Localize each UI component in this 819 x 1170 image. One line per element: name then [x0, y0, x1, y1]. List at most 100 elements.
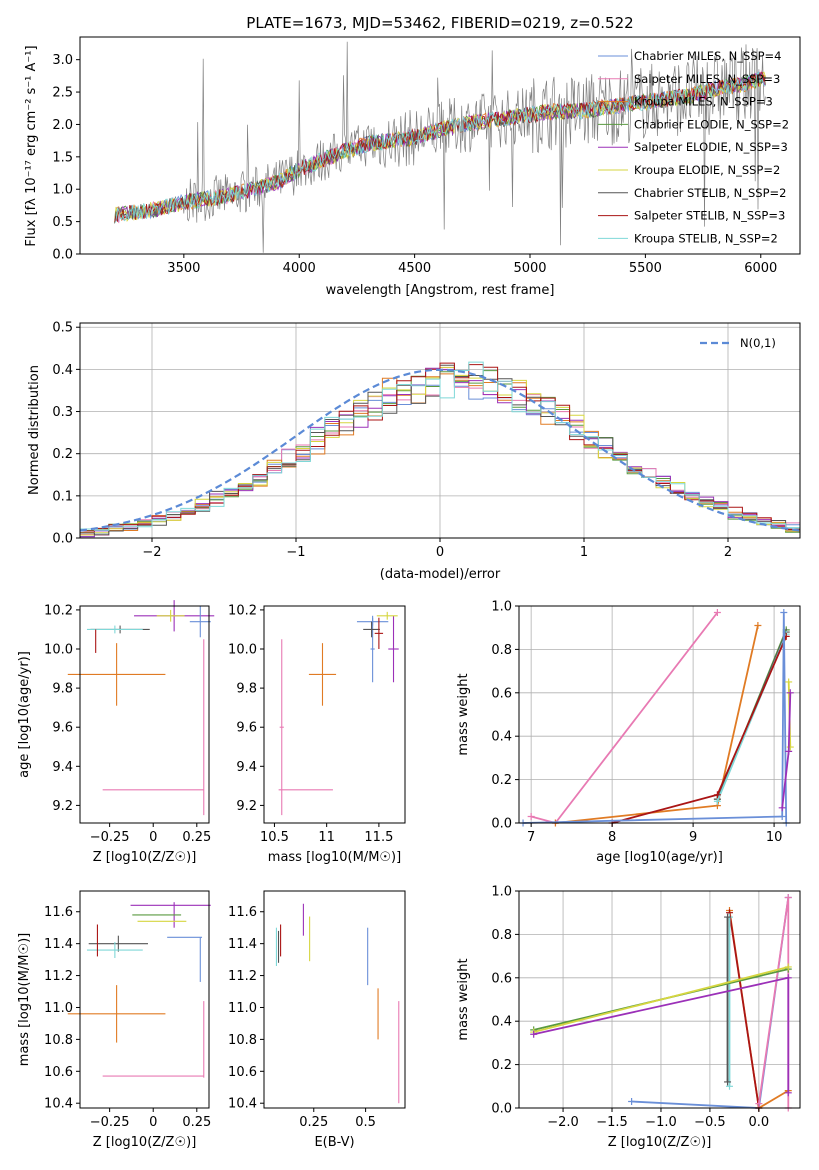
y-tick-label: 0.0 — [52, 532, 73, 547]
y-tick-label: 11.2 — [44, 969, 73, 984]
plot-content — [278, 611, 399, 816]
y-tick-label: 0.6 — [491, 971, 512, 986]
data-point — [370, 615, 375, 683]
spectrum-frame — [79, 36, 801, 255]
plot-frame — [263, 890, 406, 1109]
x-tick-label: 10.5 — [260, 830, 289, 845]
plot-frame — [518, 605, 801, 824]
point-marker — [628, 1097, 636, 1105]
massweight-vs-metallicity-plot: −2.0 −1.5 −1.0 −0.5 0.0 0.0 0.2 0.4 0.6 0.8 1.0 Z [… — [456, 885, 801, 1150]
legend-label: Kroupa MILES, N_SSP=3 — [634, 95, 773, 109]
y-tick-label: 11.2 — [228, 969, 257, 984]
legend-label: Kroupa STELIB, N_SSP=2 — [634, 231, 778, 245]
y-tick-label: 1.0 — [52, 183, 73, 198]
y-tick-label: 0.0 — [491, 1102, 512, 1117]
y-axis-label: age [log10(age/yr)] — [17, 651, 32, 778]
spectrum-model-line — [114, 71, 766, 224]
y-tick-label: 10.2 — [44, 603, 73, 618]
plot-frame — [79, 605, 210, 824]
y-tick-label: 10.0 — [228, 643, 257, 658]
plot-content — [275, 903, 400, 1104]
x-tick-label: 0.25 — [299, 1115, 328, 1130]
point-marker — [784, 963, 792, 971]
point-marker — [780, 609, 788, 617]
residuals-ylabel: Normed distribution — [27, 365, 42, 495]
x-axis-label: mass [log10(M/M☉)] — [268, 850, 401, 865]
y-tick-label: 0.6 — [491, 686, 512, 701]
x-tick-label: −2 — [142, 545, 161, 560]
x-tick-label: 4000 — [283, 261, 316, 276]
x-tick-label: −2.0 — [547, 1115, 579, 1130]
series-path — [728, 912, 760, 1109]
data-point — [376, 611, 398, 620]
gridlines — [519, 605, 800, 824]
x-axis-label: age [log10(age/yr)] — [596, 850, 723, 865]
x-tick-label: 0 — [149, 1115, 157, 1130]
x-tick-label: 5500 — [629, 261, 662, 276]
y-tick-label: 11.4 — [228, 937, 257, 952]
y-tick-label: 1.0 — [491, 885, 512, 900]
y-tick-label: 1.5 — [52, 150, 73, 165]
y-tick-label: 0.5 — [52, 321, 73, 336]
series-line — [755, 894, 792, 1112]
y-tick-label: 10.2 — [228, 603, 257, 618]
point-marker — [726, 1082, 734, 1090]
data-point — [363, 621, 380, 638]
y-tick-label: 2.0 — [52, 118, 73, 133]
point-marker — [755, 1100, 763, 1108]
x-tick-label: 0.25 — [182, 1115, 211, 1130]
data-point — [156, 609, 185, 622]
point-marker — [527, 812, 535, 820]
x-tick-label: 0 — [436, 545, 444, 560]
point-marker — [754, 622, 762, 630]
data-point — [67, 985, 166, 1043]
data-point — [279, 639, 284, 816]
plot-frame — [263, 605, 406, 824]
y-tick-label: 0.5 — [52, 215, 73, 230]
x-tick-label: 10 — [766, 830, 783, 845]
series-path — [533, 966, 789, 1033]
residuals-xlabel: (data-model)/error — [380, 567, 501, 582]
series-path — [522, 612, 788, 824]
spectrum-model-line — [114, 73, 766, 224]
spectrum-ylabel: Flux [fλ 10⁻¹⁷ erg cm⁻² s⁻¹ A⁻¹] — [24, 45, 39, 246]
massweight-vs-age-plot: 7 8 9 10 0.0 0.2 0.4 0.6 0.8 1.0 age [log10(age/yr… — [456, 600, 801, 865]
x-tick-label: 8 — [608, 830, 616, 845]
series-line — [530, 974, 792, 1097]
y-axis-label: mass weight — [456, 673, 471, 755]
x-tick-label: 4500 — [398, 261, 431, 276]
x-tick-label: −1 — [286, 545, 305, 560]
x-axis-label: Z [log10(Z/Z☉)] — [93, 850, 197, 865]
y-tick-label: 11.0 — [228, 1001, 257, 1016]
plot-frame — [518, 890, 801, 1109]
series-path — [530, 611, 719, 825]
y-tick-label: 0.8 — [491, 643, 512, 658]
y-tick-label: 1.0 — [491, 600, 512, 615]
plot-frame — [79, 890, 210, 1109]
y-tick-label: 3.0 — [52, 53, 73, 68]
legend-label: Chabrier STELIB, N_SSP=2 — [634, 186, 786, 200]
x-tick-label: 0.0 — [749, 1115, 770, 1130]
y-tick-label: 9.6 — [236, 721, 257, 736]
x-tick-label: −0.5 — [694, 1115, 726, 1130]
y-tick-label: 11.6 — [228, 905, 257, 920]
x-axis-label: E(B-V) — [314, 1135, 354, 1150]
legend-label: Chabrier MILES, N_SSP=4 — [634, 49, 781, 63]
y-tick-label: 10.4 — [228, 1097, 257, 1112]
series-line — [726, 909, 763, 1112]
y-tick-label: 0.3 — [52, 405, 73, 420]
plot-content — [67, 600, 215, 816]
y-axis-label: mass weight — [456, 958, 471, 1040]
y-tick-label: 9.8 — [52, 682, 73, 697]
legend-label: Salpeter STELIB, N_SSP=3 — [634, 209, 785, 223]
x-tick-label: 6000 — [744, 261, 777, 276]
x-tick-label: −1.0 — [645, 1115, 677, 1130]
age-vs-metallicity-plot: −0.25 0 0.25 9.2 9.4 9.6 9.8 10.0 10.2 Z [log10(Z… — [17, 600, 215, 865]
series-path — [758, 897, 790, 1108]
point-marker — [784, 974, 792, 982]
series-line — [724, 913, 732, 1086]
x-tick-label: 2 — [724, 545, 732, 560]
y-tick-label: 0.1 — [52, 489, 73, 504]
data-point — [88, 935, 148, 952]
data-point — [388, 615, 399, 683]
